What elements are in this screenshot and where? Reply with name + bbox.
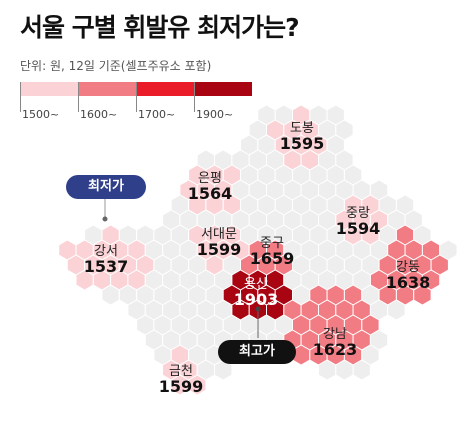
legend-swatch-1500	[20, 82, 78, 96]
district-price: 1623	[312, 339, 358, 359]
district-name: 강서	[94, 244, 118, 259]
district-label-gangnam: 강남 1623	[313, 328, 358, 358]
district-name: 중랑	[346, 206, 370, 221]
page-title: 서울 구별 휘발유 최저가는?	[20, 13, 300, 42]
legend-label-1900: 1900~	[196, 108, 234, 121]
district-price: 1595	[279, 133, 325, 153]
district-label-dobong: 도봉 1595	[280, 122, 325, 152]
legend-tick	[78, 82, 79, 112]
district-name: 도봉	[290, 121, 314, 136]
legend-tick	[194, 82, 195, 112]
district-label-eunpyeong: 은평 1564	[188, 172, 233, 202]
district-name: 은평	[198, 171, 222, 186]
district-label-geumcheon: 금천 1599	[159, 365, 204, 395]
legend-swatch-1600	[78, 82, 136, 96]
legend-swatch-1900	[194, 82, 252, 96]
highest-price-badge: 최고가	[218, 340, 296, 364]
district-name: 금천	[169, 364, 193, 379]
district-price: 1564	[187, 183, 233, 203]
map-hex-cell	[188, 374, 207, 396]
district-price: 1594	[335, 218, 381, 238]
district-name: 중구	[260, 236, 284, 251]
legend-label-1700: 1700~	[138, 108, 176, 121]
district-price: 1638	[385, 272, 431, 292]
district-label-seodaemun: 서대문 1599	[197, 228, 242, 258]
legend-tick	[136, 82, 137, 112]
highest-pointer-dot	[255, 306, 261, 312]
map-hex-cell	[335, 359, 354, 381]
district-price: 1599	[158, 376, 204, 396]
map-hex-cell	[318, 359, 337, 381]
district-label-jung: 중구 1659	[250, 237, 295, 267]
district-label-yongsan: 용산 1903	[234, 278, 279, 308]
map-hex-cell	[101, 284, 120, 306]
district-label-jungnang: 중랑 1594	[336, 207, 381, 237]
map-hex-cell	[387, 299, 406, 321]
legend-label-1500: 1500~	[22, 108, 60, 121]
legend-swatch-1700	[136, 82, 194, 96]
legend-label-1600: 1600~	[80, 108, 118, 121]
lowest-pointer-dot	[102, 216, 108, 222]
district-price: 1659	[249, 248, 295, 268]
district-label-gangdong: 강동 1638	[386, 261, 431, 291]
district-price: 1537	[83, 256, 129, 276]
map-hex-cell	[352, 359, 371, 381]
legend-tick	[20, 82, 21, 112]
map-hex-cell	[413, 284, 432, 306]
district-name: 서대문	[201, 227, 237, 242]
district-name: 강남	[323, 327, 347, 342]
district-name: 강동	[396, 260, 420, 275]
unit-caption: 단위: 원, 12일 기준(셀프주유소 포함)	[20, 59, 212, 73]
district-label-gangseo: 강서 1537	[84, 245, 129, 275]
district-price: 1599	[196, 239, 242, 259]
district-name: 용산	[244, 277, 268, 292]
lowest-price-badge: 최저가	[66, 175, 146, 199]
district-price: 1903	[233, 289, 279, 309]
